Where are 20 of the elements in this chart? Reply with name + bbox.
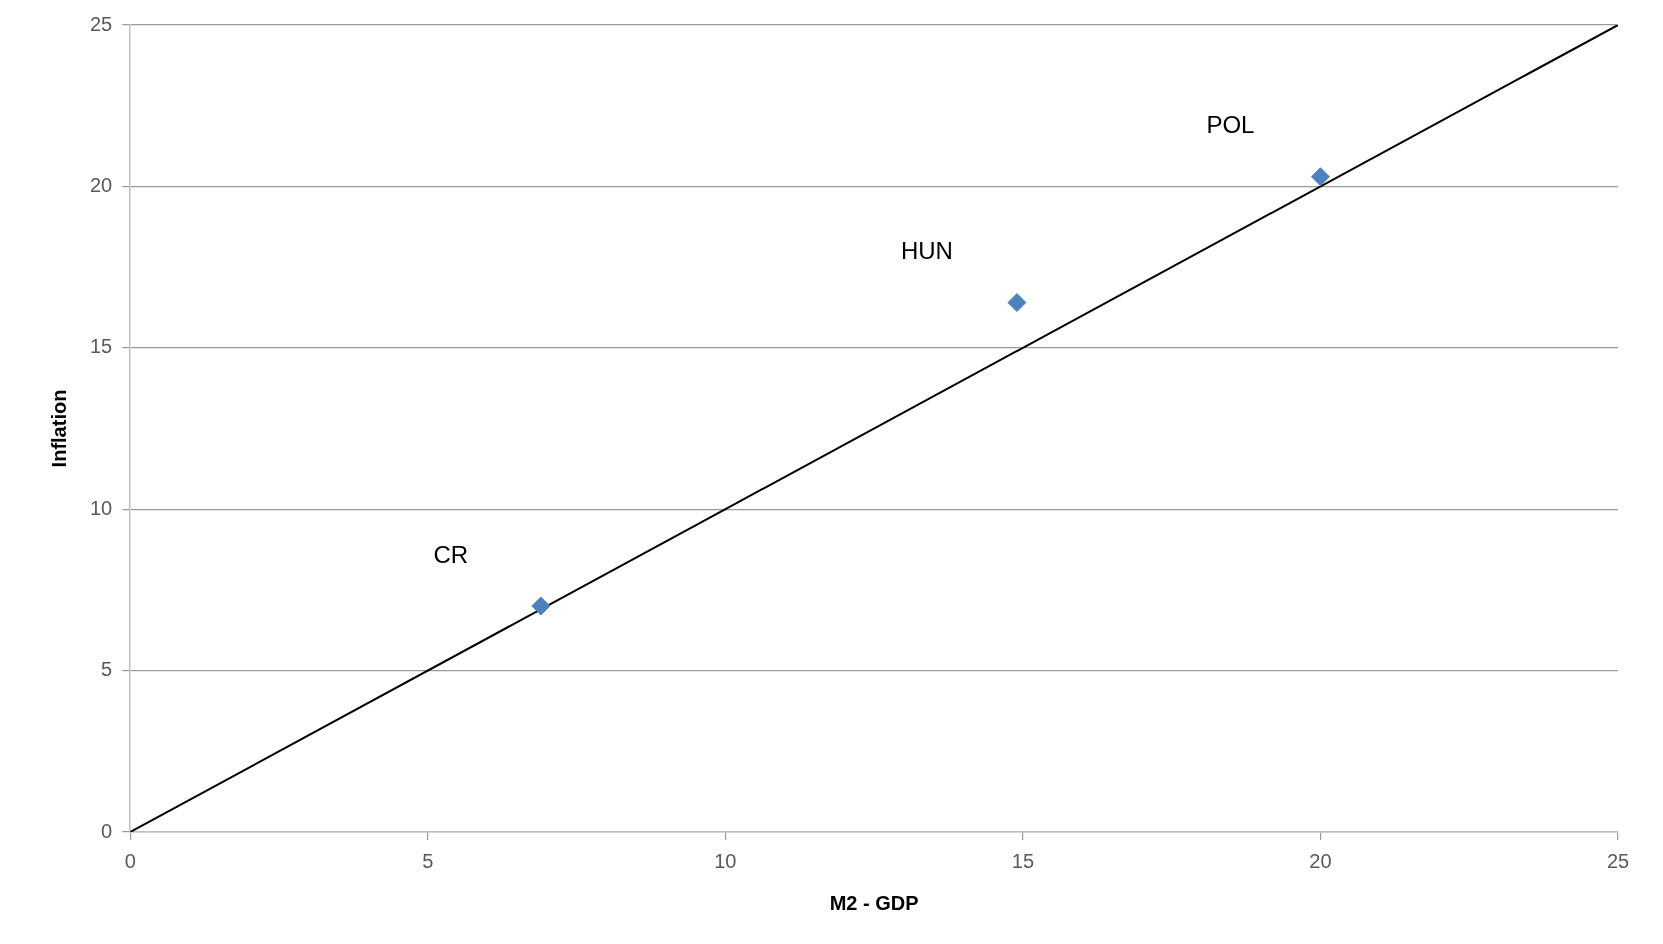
y-tick-label: 20 [90,173,113,196]
point [1007,293,1027,313]
annotation: CR [433,540,469,568]
y-tick-label: 25 [90,12,113,35]
x-tick-label: 20 [1309,849,1332,872]
x-tick-label: 25 [1606,849,1630,872]
y-tick-label: 5 [101,658,113,681]
x-tick-label: 0 [124,849,136,872]
annotation: HUN [900,237,953,265]
x-axis-title: M2 - GDP [829,891,919,914]
y-tick-label: 15 [90,335,113,358]
annotation: POL [1206,111,1255,139]
y-tick-label: 0 [101,819,113,842]
x-tick-label: 10 [714,849,737,872]
point [1310,167,1330,187]
y-axis-title: Inflation [47,389,70,468]
y-tick-label: 10 [90,496,113,519]
x-tick-label: 15 [1011,849,1035,872]
x-tick-label: 5 [422,849,434,872]
point [531,596,551,616]
